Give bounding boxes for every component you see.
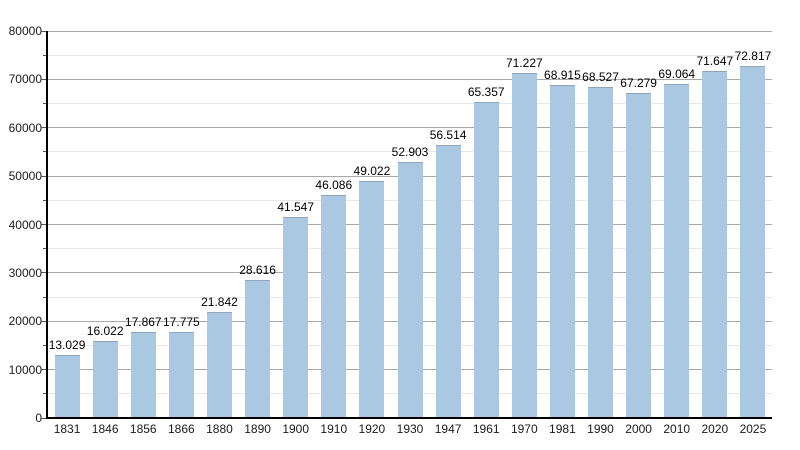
bar-value-label: 46.086 xyxy=(315,178,353,193)
y-axis-tick xyxy=(41,320,47,322)
bar-value-label: 67.279 xyxy=(620,75,657,90)
x-tick-label: 1930 xyxy=(396,422,424,436)
y-tick-label: 0 xyxy=(35,411,42,425)
x-tick-label: 1981 xyxy=(549,422,576,436)
bar xyxy=(245,279,271,418)
bar-value-label: 65.357 xyxy=(467,84,505,99)
y-axis-minor-tick xyxy=(43,344,47,346)
bar xyxy=(130,331,156,418)
y-axis-tick xyxy=(41,127,47,129)
x-tick-label: 1846 xyxy=(91,422,119,436)
x-tick-label: 2020 xyxy=(701,422,729,436)
bar-value-label: 56.514 xyxy=(429,127,467,142)
x-axis-line xyxy=(46,417,772,419)
y-tick-label: 50000 xyxy=(8,169,42,184)
y-tick-label: 40000 xyxy=(8,217,42,232)
y-axis-line xyxy=(46,31,48,419)
bar-value-label: 71.647 xyxy=(696,54,734,69)
minor-gridline xyxy=(48,151,772,153)
x-tick-label: 2025 xyxy=(739,422,767,436)
bar xyxy=(92,340,118,418)
y-axis-tick xyxy=(41,272,47,274)
bar xyxy=(206,312,232,418)
x-tick-label: 1831 xyxy=(53,422,81,436)
minor-gridline xyxy=(48,103,772,105)
x-tick-label: 1947 xyxy=(434,422,462,436)
x-tick-label: 1856 xyxy=(129,422,157,436)
y-axis-minor-tick xyxy=(43,54,47,56)
y-axis-minor-tick xyxy=(43,248,47,250)
bar xyxy=(511,73,537,418)
x-tick-label: 1866 xyxy=(168,422,195,436)
y-tick-label: 30000 xyxy=(8,265,42,280)
y-axis-minor-tick xyxy=(43,103,47,105)
y-tick-label: 80000 xyxy=(8,24,42,38)
plot-area: 13.029 16.022 17.867 17.775 21.842 28.616 41.5… xyxy=(48,30,772,418)
bar-value-label: 41.547 xyxy=(277,200,315,215)
bar-value-label: 17.867 xyxy=(124,314,162,329)
bar-value-label: 13.029 xyxy=(48,337,86,352)
bar xyxy=(397,162,423,418)
x-tick-label: 1920 xyxy=(358,422,386,436)
bar-value-label: 17.775 xyxy=(163,315,200,330)
x-tick-label: 1880 xyxy=(206,422,233,436)
bar xyxy=(702,71,728,418)
x-tick-label: 2000 xyxy=(625,422,652,436)
bar-value-label: 28.616 xyxy=(239,262,276,277)
bar xyxy=(626,92,652,418)
bar-value-label: 69.064 xyxy=(658,66,696,81)
y-axis-tick xyxy=(41,224,47,225)
bar-value-label: 49.022 xyxy=(353,163,391,178)
bar xyxy=(359,180,385,418)
major-gridline xyxy=(48,30,772,32)
x-tick-label: 1890 xyxy=(244,422,271,436)
y-tick-label: 20000 xyxy=(8,314,42,329)
bar-value-label: 16.022 xyxy=(86,323,124,338)
bar xyxy=(54,354,80,418)
bar-value-label: 72.817 xyxy=(734,48,772,63)
bar xyxy=(283,217,309,418)
bar xyxy=(549,84,575,418)
bar-value-label: 52.903 xyxy=(391,145,429,160)
major-gridline xyxy=(48,78,772,80)
major-gridline xyxy=(48,127,772,129)
bar-value-label: 68.915 xyxy=(544,67,581,82)
y-axis-minor-tick xyxy=(43,199,47,201)
bar xyxy=(740,65,766,418)
y-axis-tick xyxy=(41,78,47,80)
bar xyxy=(435,144,461,418)
y-axis-tick xyxy=(41,369,47,371)
x-tick-label: 1910 xyxy=(320,422,348,436)
y-axis-minor-tick xyxy=(43,151,47,153)
y-axis-minor-tick xyxy=(43,296,47,298)
minor-gridline xyxy=(48,54,772,56)
bar xyxy=(473,101,499,418)
x-tick-label: 1990 xyxy=(587,422,614,436)
y-tick-label: 60000 xyxy=(8,120,42,135)
bar xyxy=(588,86,614,418)
bar xyxy=(168,332,194,418)
y-axis-tick xyxy=(41,417,47,419)
bar-value-label: 21.842 xyxy=(201,295,238,310)
y-axis-minor-tick xyxy=(43,393,47,395)
y-axis-tick xyxy=(41,30,47,32)
bar-value-label: 71.227 xyxy=(505,56,543,71)
bar-value-label: 68.527 xyxy=(582,69,619,84)
y-axis-tick xyxy=(41,175,47,177)
y-tick-label: 10000 xyxy=(8,362,42,377)
bar xyxy=(664,83,690,418)
bar xyxy=(321,195,347,418)
x-tick-label: 2010 xyxy=(663,422,691,436)
x-tick-label: 1970 xyxy=(510,422,538,436)
x-tick-label: 1900 xyxy=(282,422,310,436)
y-tick-label: 70000 xyxy=(8,72,42,87)
x-tick-label: 1961 xyxy=(472,422,500,436)
